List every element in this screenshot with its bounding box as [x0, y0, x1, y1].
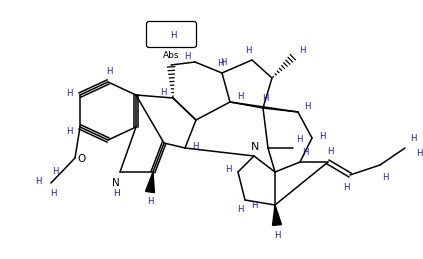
FancyBboxPatch shape: [146, 21, 197, 47]
Text: H: H: [382, 172, 388, 182]
Text: H: H: [299, 46, 305, 54]
Text: H: H: [160, 88, 166, 97]
Text: H: H: [304, 102, 310, 111]
Text: H: H: [274, 231, 280, 240]
Text: H: H: [113, 189, 119, 198]
Text: H: H: [184, 52, 190, 61]
Text: H: H: [302, 147, 308, 156]
Text: H: H: [66, 126, 72, 135]
Text: N: N: [251, 142, 259, 152]
Text: H: H: [35, 177, 41, 186]
Text: H: H: [225, 166, 231, 175]
Text: H: H: [296, 134, 302, 143]
Text: H: H: [50, 190, 56, 198]
Text: H: H: [245, 46, 251, 54]
Text: H: H: [192, 141, 198, 150]
Polygon shape: [146, 172, 154, 193]
Text: H: H: [237, 205, 243, 213]
Text: H: H: [237, 91, 243, 100]
Text: H: H: [343, 183, 349, 191]
Text: H: H: [170, 31, 176, 40]
Text: H: H: [319, 132, 325, 140]
Text: H: H: [217, 59, 223, 68]
Text: H: H: [220, 57, 226, 67]
Text: H: H: [262, 93, 268, 103]
Text: H: H: [106, 67, 112, 76]
Text: H: H: [251, 200, 257, 210]
Text: O: O: [77, 154, 85, 164]
Text: H: H: [52, 168, 58, 176]
Text: H: H: [147, 198, 153, 206]
Text: Abs: Abs: [163, 51, 180, 60]
Polygon shape: [272, 205, 281, 225]
Text: H: H: [410, 133, 416, 142]
Text: H: H: [416, 148, 422, 157]
Text: H: H: [327, 147, 333, 155]
Text: N: N: [112, 178, 120, 188]
Text: H: H: [66, 89, 72, 97]
